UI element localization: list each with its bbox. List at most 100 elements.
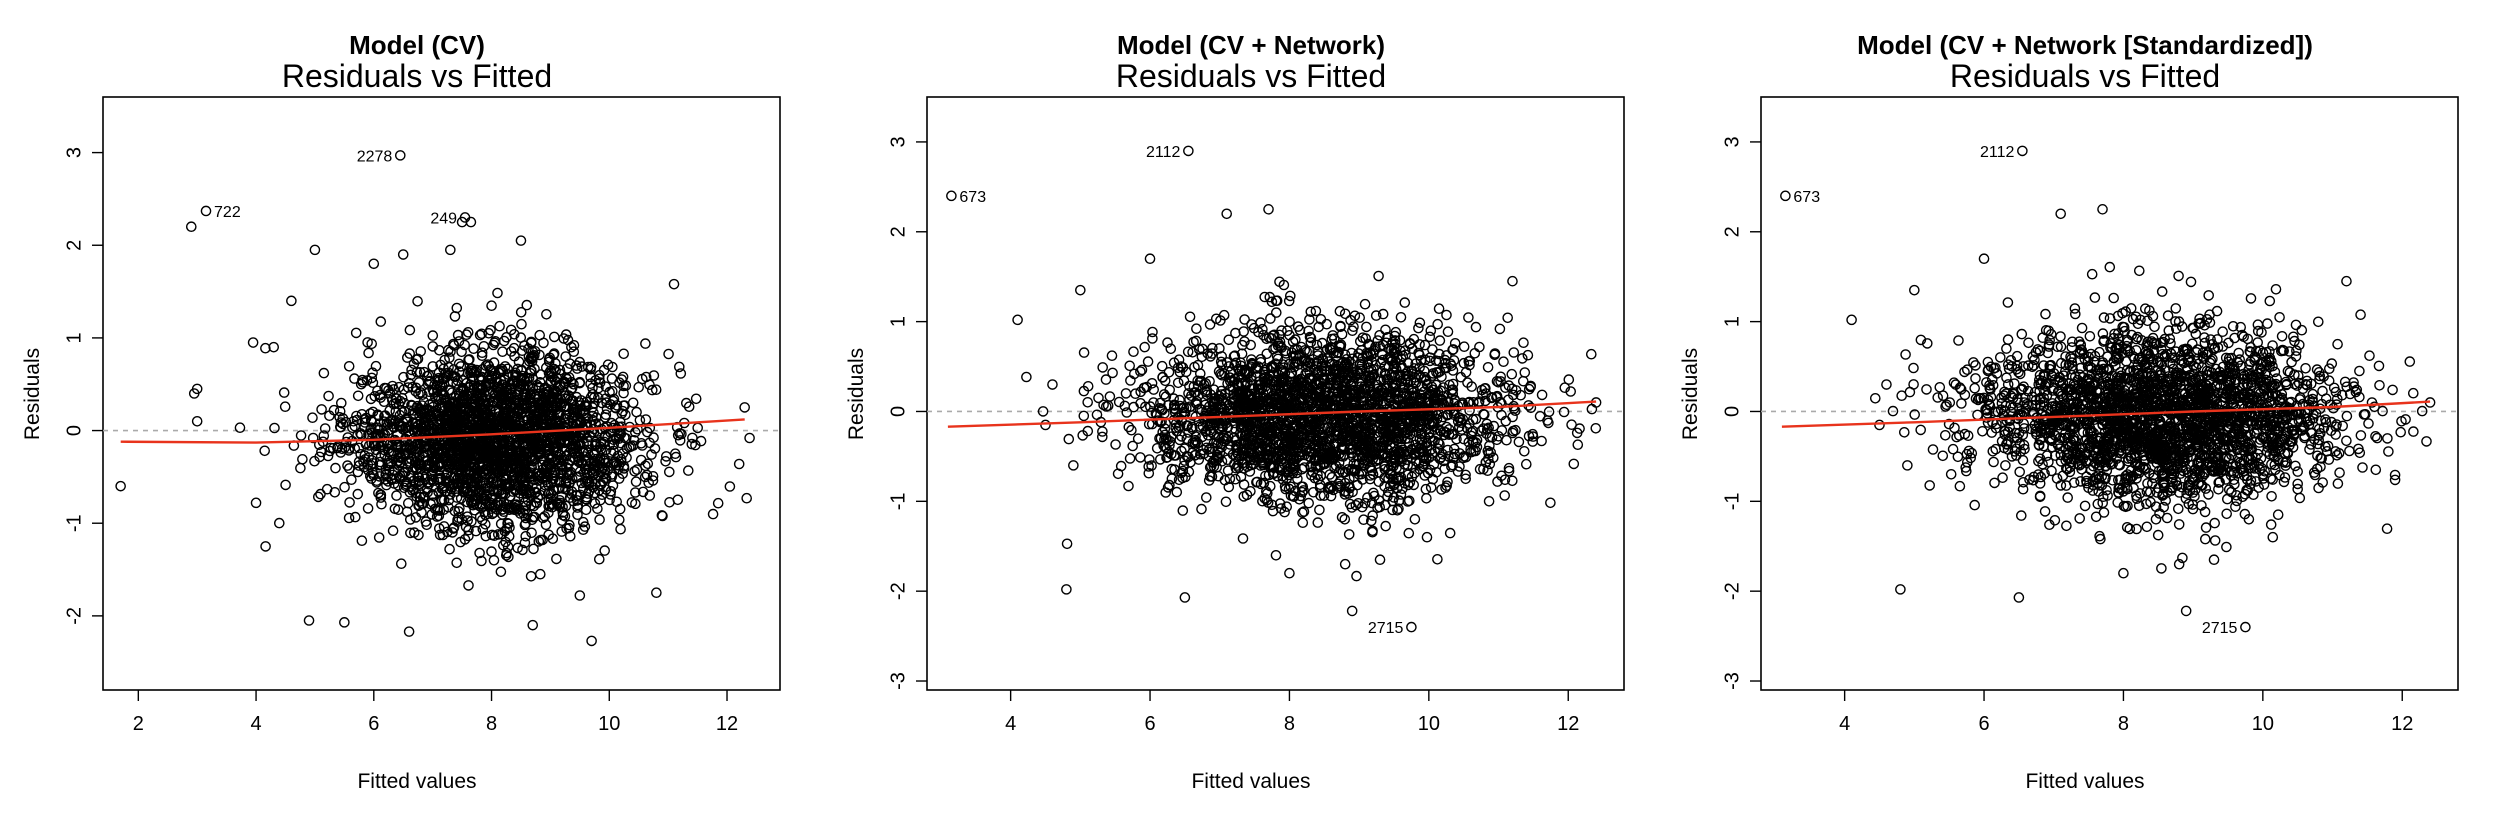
data-point <box>468 343 479 355</box>
data-point <box>1312 346 1323 358</box>
data-point <box>1331 377 1343 389</box>
data-point <box>549 331 560 343</box>
data-point <box>1501 434 1512 446</box>
data-point <box>420 516 432 527</box>
plot-frame <box>102 96 781 691</box>
data-point <box>188 388 200 399</box>
data-point <box>433 486 445 498</box>
data-point <box>683 465 694 476</box>
data-point <box>511 420 522 432</box>
data-point <box>367 367 378 379</box>
data-point <box>482 359 494 370</box>
data-point <box>1506 368 1518 380</box>
data-point <box>741 492 753 504</box>
data-point <box>410 386 422 397</box>
data-point <box>1311 339 1323 351</box>
data-point <box>1183 427 1194 438</box>
data-point <box>362 337 373 348</box>
data-point <box>381 479 392 491</box>
data-point <box>1408 377 1420 388</box>
data-point <box>1180 471 1191 483</box>
data-point <box>592 503 603 515</box>
data-point <box>273 517 285 529</box>
data-point <box>401 506 413 518</box>
data-point <box>617 405 629 417</box>
data-point <box>349 420 361 432</box>
data-point <box>362 503 374 514</box>
data-point <box>1335 394 1347 405</box>
data-point <box>435 359 446 371</box>
data-point <box>1328 416 1339 428</box>
data-point <box>1433 303 1445 315</box>
data-point <box>1420 354 1431 366</box>
data-point <box>1374 501 1386 513</box>
data-point <box>1471 441 1483 453</box>
data-point <box>1282 415 1294 426</box>
data-point <box>1268 433 1280 445</box>
data-point <box>1188 336 1199 348</box>
data-point <box>411 354 422 365</box>
data-point <box>1187 346 1198 358</box>
data-point <box>1187 447 1198 459</box>
data-point <box>479 413 491 424</box>
data-point <box>280 479 291 491</box>
data-point <box>455 536 466 548</box>
data-point <box>1154 433 1165 444</box>
data-point <box>1271 436 1283 448</box>
data-point <box>1348 321 1359 333</box>
data-point <box>1434 438 1445 450</box>
data-point <box>468 481 480 492</box>
data-point <box>259 445 271 457</box>
data-point <box>1425 325 1437 337</box>
data-point <box>551 392 563 403</box>
data-point <box>1187 410 1198 421</box>
x-tick-label: 6 <box>368 713 379 735</box>
data-point <box>404 443 415 454</box>
data-point <box>1308 405 1319 417</box>
data-point <box>250 497 262 509</box>
data-point <box>605 485 617 497</box>
data-point <box>417 498 429 510</box>
data-point <box>412 295 423 307</box>
data-point <box>410 512 422 523</box>
data-point <box>495 566 507 578</box>
data-point <box>455 361 467 372</box>
data-point <box>491 504 503 515</box>
data-point <box>510 485 521 496</box>
y-tick-label: -1 <box>63 514 85 532</box>
data-point <box>614 514 625 526</box>
data-point <box>1177 465 1189 477</box>
data-point <box>406 481 418 492</box>
data-point <box>581 396 592 408</box>
data-point <box>630 476 642 488</box>
data-point <box>637 440 648 451</box>
data-point <box>1370 310 1382 321</box>
data-point <box>1464 355 1476 367</box>
data-point <box>448 338 459 350</box>
data-point <box>1421 492 1432 504</box>
data-point <box>319 423 331 434</box>
data-point <box>1283 295 1295 307</box>
data-point <box>604 439 615 451</box>
data-point <box>297 453 308 465</box>
data-point <box>461 329 472 341</box>
data-point <box>1448 344 1459 355</box>
data-point <box>1449 337 1461 349</box>
data-point <box>568 406 579 418</box>
data-point <box>541 308 552 320</box>
data-point <box>1238 491 1250 502</box>
data-point <box>1178 375 1190 387</box>
data-point <box>508 328 520 340</box>
data-point <box>323 390 334 402</box>
data-point <box>1171 486 1183 498</box>
data-point <box>493 367 505 379</box>
data-point <box>452 514 463 526</box>
data-point <box>577 524 589 536</box>
data-point <box>365 408 376 419</box>
data-point <box>574 376 586 388</box>
data-point <box>1337 444 1349 456</box>
data-point <box>543 354 555 365</box>
data-point <box>1144 401 1156 412</box>
x-tick-label: 10 <box>598 713 620 735</box>
